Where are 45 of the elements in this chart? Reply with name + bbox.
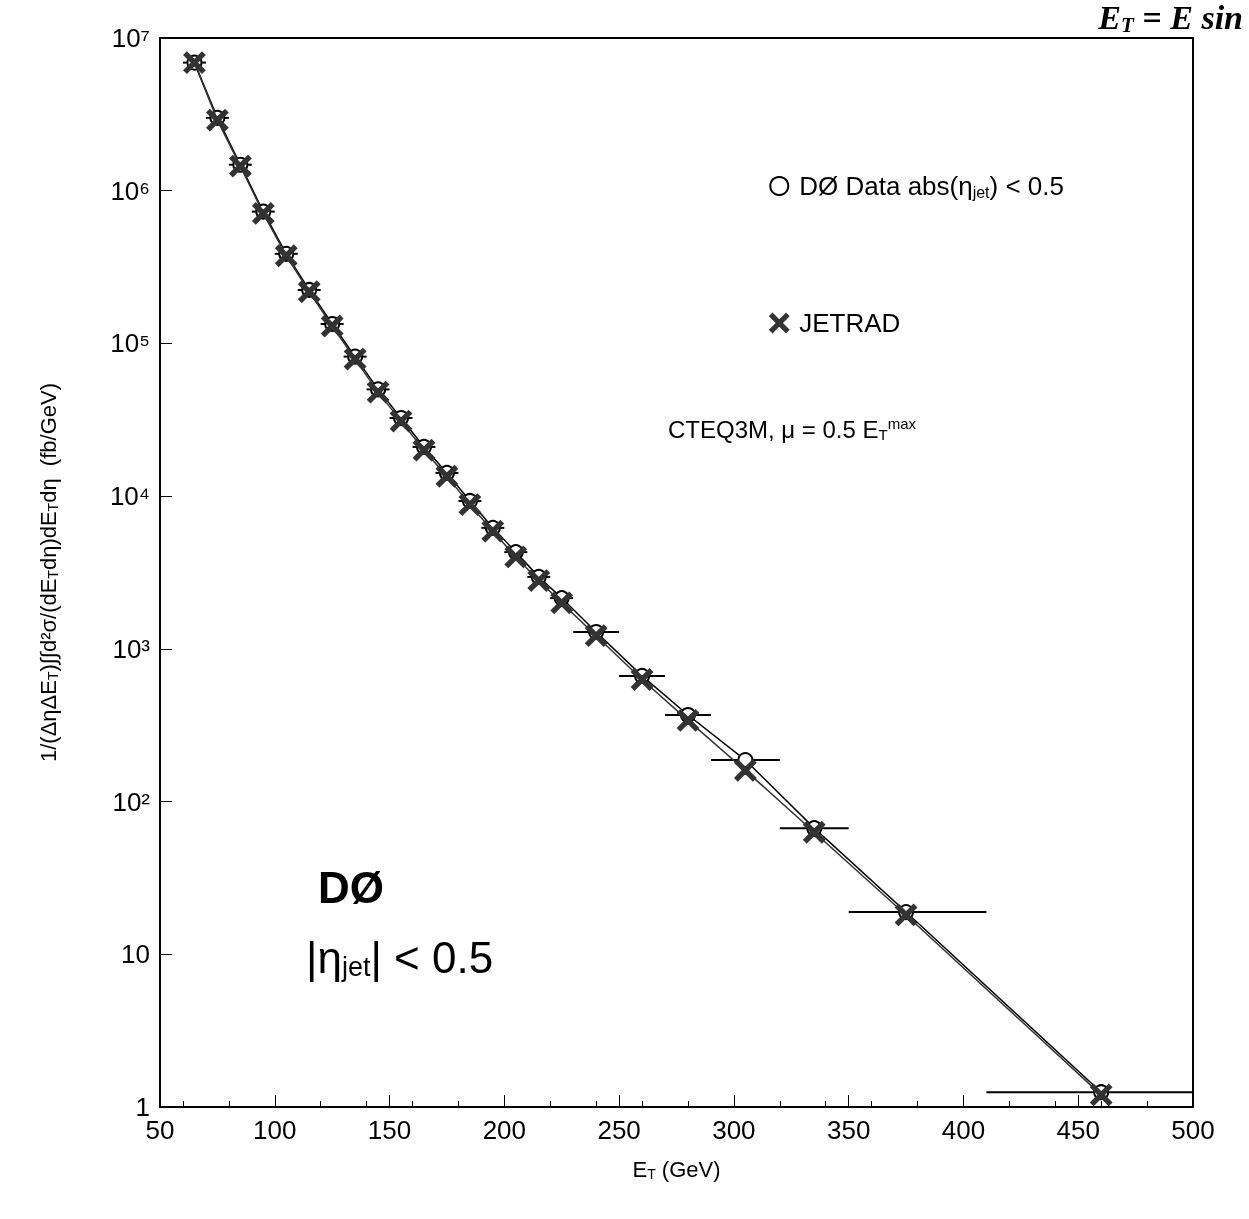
- annotation: DØ: [318, 862, 384, 912]
- point: [321, 315, 344, 338]
- point: [504, 545, 527, 568]
- legend-label: DØ Data abs(ηjet) < 0.5: [799, 171, 1064, 201]
- point: [344, 348, 367, 371]
- y-tick-label: 10²: [112, 786, 151, 817]
- point: [895, 903, 918, 926]
- y-tick-label: 10³: [112, 633, 151, 664]
- legend-label: JETRAD: [799, 308, 901, 338]
- annotation: |ηjet| < 0.5: [306, 932, 494, 982]
- point: [550, 591, 573, 614]
- point: [390, 410, 413, 433]
- point: [252, 202, 275, 225]
- x-tick-label: 250: [597, 1115, 641, 1145]
- point: [458, 493, 481, 516]
- x-axis-title: ET (GeV): [632, 1156, 721, 1182]
- point: [412, 439, 435, 462]
- y-tick-label: 10⁶: [110, 175, 150, 206]
- point: [229, 155, 252, 178]
- point: [206, 109, 229, 132]
- point: [481, 520, 504, 543]
- point: [734, 759, 757, 782]
- point: [803, 821, 826, 844]
- y-tick-label: 10⁵: [110, 328, 150, 359]
- point: [1090, 1083, 1113, 1106]
- y-tick-label: 10⁴: [109, 481, 150, 512]
- x-tick-label: 400: [941, 1115, 986, 1145]
- y-tick-label: 10: [121, 939, 150, 970]
- point: [435, 465, 458, 488]
- point: [585, 624, 608, 647]
- point: [298, 280, 321, 303]
- point: [631, 668, 654, 691]
- x-tick-label: 150: [367, 1115, 412, 1145]
- x-tick-label: 450: [1056, 1115, 1100, 1145]
- point: [367, 381, 390, 404]
- point: [275, 244, 298, 267]
- x-tick-label: 350: [826, 1115, 871, 1145]
- annotation: CTEQ3M, μ = 0.5 ETmax: [668, 415, 917, 443]
- x-tick-label: 200: [482, 1115, 527, 1145]
- x-tick-label: 300: [712, 1115, 756, 1145]
- x-tick-label: 100: [253, 1115, 297, 1145]
- point: [527, 569, 550, 592]
- x-tick-label: 500: [1171, 1115, 1215, 1145]
- point: [676, 709, 699, 732]
- y-tick-label: 10⁷: [111, 23, 150, 53]
